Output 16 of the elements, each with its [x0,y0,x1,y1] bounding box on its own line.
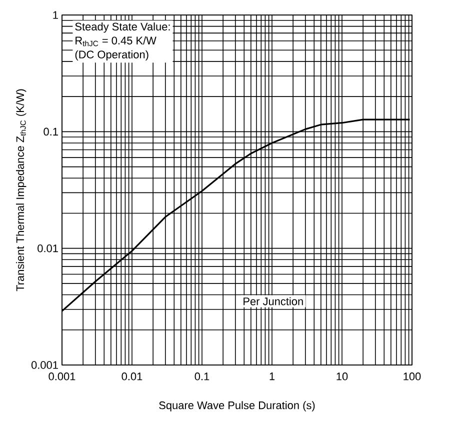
annotation: R$_{thJC}$ = 0.45 K/W [76,36,156,46]
x-axis-title: Square Wave Pulse Duration (s) [159,401,315,412]
x-tick-label: 0.001 [48,372,76,380]
annotation: Per Junction [244,297,303,306]
y-tick-label: 0.001 [31,361,58,369]
x-tick-label: 0.1 [194,372,210,380]
x-tick-label: 1 [270,372,275,380]
y-tick-label: 1 [53,11,58,19]
annotation: Steady State Value: [75,22,170,33]
x-tick-label: 0.01 [122,372,142,380]
y-tick-label: 0.1 [44,128,58,136]
x-tick-label: 10 [336,372,348,380]
annotation: (DC Operation) [75,50,148,61]
y-tick-label: 0.01 [38,244,58,252]
x-tick-label: 100 [404,372,421,380]
y-axis-title: Transient Thermal Impedance Z$_{thJC}$ (K/W) [16,89,26,292]
